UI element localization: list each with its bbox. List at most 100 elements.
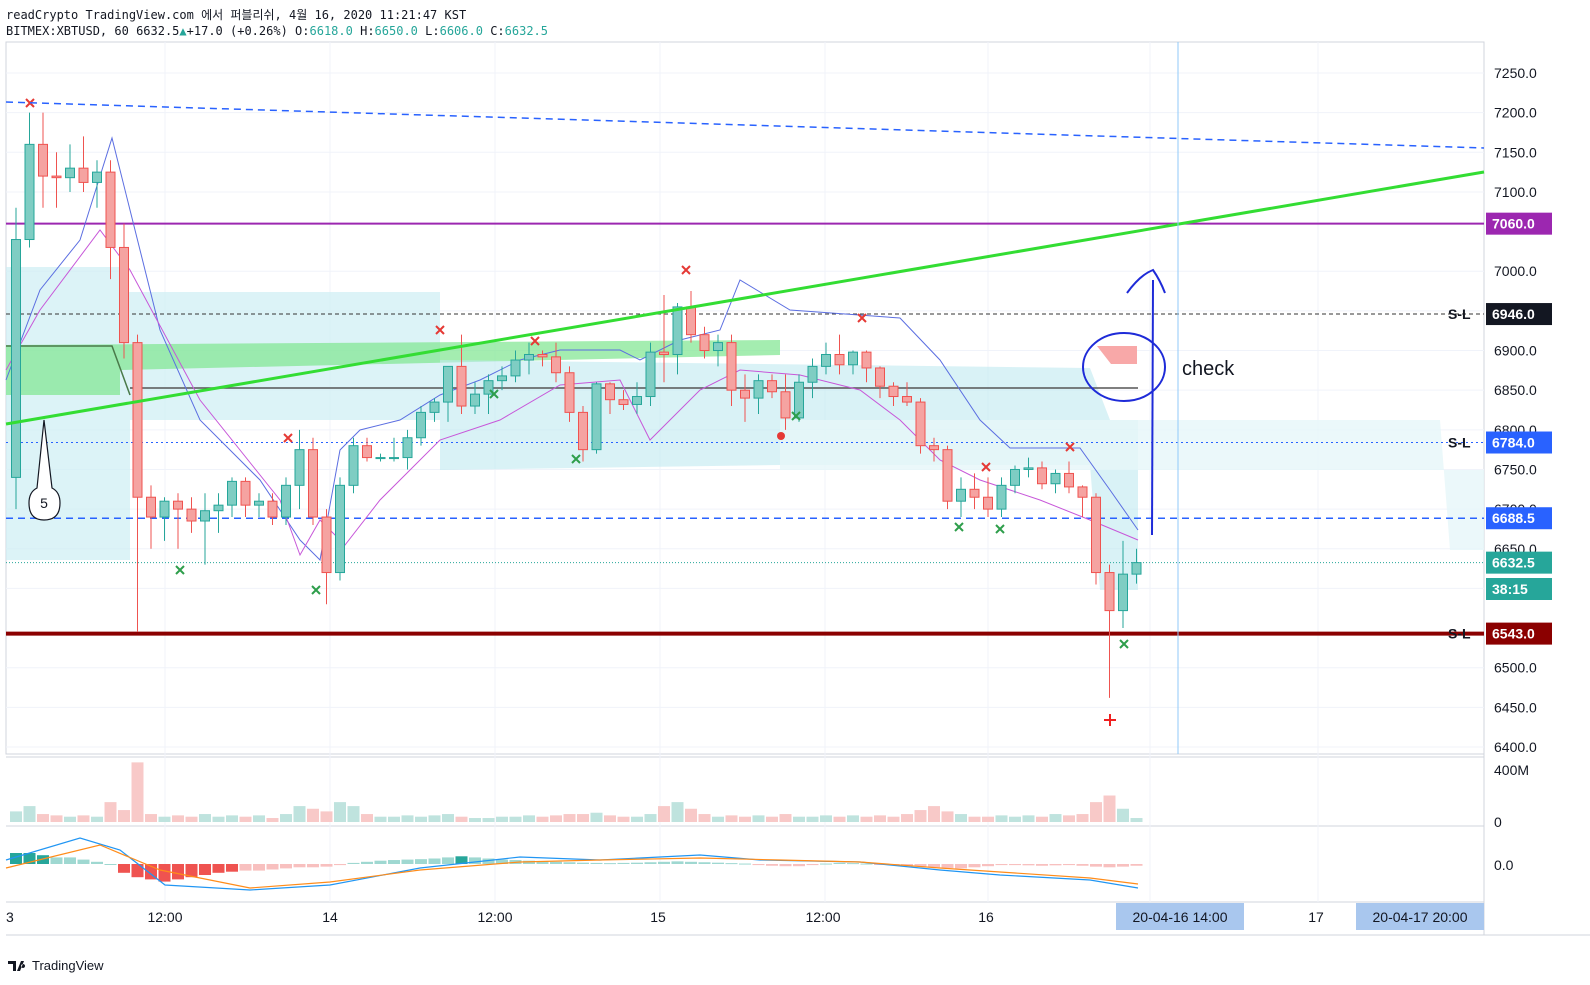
wave-callout bbox=[28, 419, 61, 521]
candle-body bbox=[875, 367, 885, 387]
macd-tick-label: 0.0 bbox=[1494, 857, 1514, 873]
volume-bars bbox=[10, 762, 1143, 822]
volume-bar bbox=[118, 810, 130, 822]
price-tags: 7060.0 6946.0 6784.0 6688.5 6632.5 38:15 6543.… bbox=[1448, 212, 1552, 645]
macd bbox=[5, 837, 1143, 891]
volume-bar bbox=[482, 818, 495, 822]
macd-hist-bar bbox=[590, 862, 603, 864]
trend-line[interactable] bbox=[5, 170, 1485, 426]
macd-hist-bar bbox=[725, 863, 738, 865]
volume-bar bbox=[874, 815, 886, 822]
candle-body bbox=[780, 391, 791, 419]
volume-bar bbox=[901, 814, 913, 822]
tag-6688-bg bbox=[1486, 507, 1552, 530]
candle-body bbox=[51, 175, 62, 179]
up-arrow-icon: ▲ bbox=[179, 24, 187, 38]
macd-hist-bar bbox=[185, 864, 198, 878]
volume-bar bbox=[1103, 795, 1116, 822]
tag-6543-label: 6543.0 bbox=[1492, 626, 1535, 642]
volume-bar bbox=[752, 815, 765, 822]
price-tick-label: 7200.0 bbox=[1494, 105, 1537, 121]
candle-body bbox=[200, 510, 210, 522]
candle-body bbox=[578, 411, 588, 451]
time-axis[interactable]: 3 12:00 14 12:00 15 12:00 16 17 20-04-16 14:00 20… bbox=[6, 903, 1484, 930]
candle-body bbox=[807, 365, 818, 383]
price-tick-label: 6500.0 bbox=[1494, 660, 1537, 676]
candle-body bbox=[78, 167, 89, 183]
macd-hist-bar bbox=[1063, 864, 1075, 866]
tradingview-logo-icon bbox=[8, 960, 26, 971]
check-label: check bbox=[1182, 358, 1235, 380]
macd-hist-bar bbox=[860, 863, 873, 865]
candle-body bbox=[1104, 572, 1115, 612]
time-tick-label: 16 bbox=[978, 909, 994, 925]
candle-body bbox=[213, 504, 224, 512]
macd-hist-bar bbox=[23, 853, 36, 864]
candle-body bbox=[834, 353, 845, 366]
low-value: 6606.0 bbox=[439, 24, 483, 38]
macd-hist-bar bbox=[914, 864, 927, 867]
high-label: H: bbox=[360, 24, 375, 38]
macd-hist-bar bbox=[212, 864, 225, 873]
volume-bar bbox=[496, 816, 508, 822]
volume-bar bbox=[577, 814, 589, 822]
open-value: 6618.0 bbox=[309, 24, 353, 38]
macd-hist-bar bbox=[685, 861, 697, 864]
macd-hist-bar bbox=[91, 861, 103, 864]
time-tick-label: 12:00 bbox=[147, 909, 182, 925]
indicator-lines bbox=[5, 136, 1139, 562]
candle-body bbox=[146, 496, 156, 518]
slow-ma-line bbox=[5, 229, 1139, 557]
volume-bar bbox=[550, 815, 562, 822]
volume-bar bbox=[37, 814, 49, 822]
volume-bar bbox=[1036, 816, 1048, 822]
macd-hist-bar bbox=[455, 856, 468, 864]
macd-hist-bar bbox=[172, 864, 184, 880]
sell-marker-icon bbox=[681, 265, 691, 275]
volume-bar bbox=[158, 816, 171, 822]
tag-6784-bg bbox=[1486, 431, 1552, 454]
buy-marker-icon bbox=[1119, 639, 1129, 649]
candle-body bbox=[713, 342, 723, 352]
sell-marker-icon bbox=[857, 313, 867, 323]
tradingview-brand[interactable]: TradingView bbox=[8, 958, 104, 973]
volume-bar bbox=[131, 762, 144, 822]
candle-body bbox=[1050, 472, 1061, 485]
fast-ma-line bbox=[5, 136, 1139, 562]
candle-body bbox=[632, 396, 642, 405]
macd-hist-bar bbox=[374, 860, 387, 864]
volume-bar bbox=[536, 816, 549, 822]
volume-bar bbox=[104, 802, 117, 822]
candle-body bbox=[605, 383, 615, 401]
candle-body bbox=[119, 246, 129, 344]
candle-body bbox=[389, 457, 399, 460]
descending-dashed-line[interactable] bbox=[5, 101, 1485, 149]
candle-body bbox=[470, 393, 480, 407]
candle-body bbox=[1131, 562, 1142, 575]
publish-info: readCrypto TradingView.com 에서 퍼블리쉬, 4월 1… bbox=[6, 8, 467, 22]
macd-hist-bar bbox=[428, 858, 441, 864]
macd-hist-bar bbox=[199, 864, 211, 875]
macd-hist-bar bbox=[806, 864, 819, 866]
macd-hist-bar bbox=[50, 857, 63, 864]
volume-bar bbox=[523, 815, 535, 822]
volume-bar bbox=[1022, 815, 1035, 822]
volume-bar bbox=[806, 816, 819, 822]
brand-label: TradingView bbox=[32, 958, 104, 973]
tag-7060-bg bbox=[1486, 212, 1552, 235]
volume-bar bbox=[604, 815, 616, 822]
buy-marker-icon bbox=[311, 585, 321, 595]
macd-hist-bar bbox=[1049, 864, 1062, 866]
volume-bar bbox=[347, 806, 360, 822]
price-axis[interactable]: 7250.07200.07150.07100.07000.06950.06900… bbox=[1494, 65, 1537, 873]
arrow-head-icon bbox=[1126, 268, 1166, 294]
candle-body bbox=[672, 306, 683, 355]
wave-label: 5 bbox=[40, 495, 48, 511]
tag-6946-bg bbox=[1486, 303, 1552, 326]
candle-body bbox=[186, 508, 197, 522]
volume-bar bbox=[145, 814, 157, 822]
volume-bar bbox=[320, 811, 333, 822]
candle-body bbox=[267, 500, 278, 518]
macd-hist-bar bbox=[64, 857, 76, 864]
